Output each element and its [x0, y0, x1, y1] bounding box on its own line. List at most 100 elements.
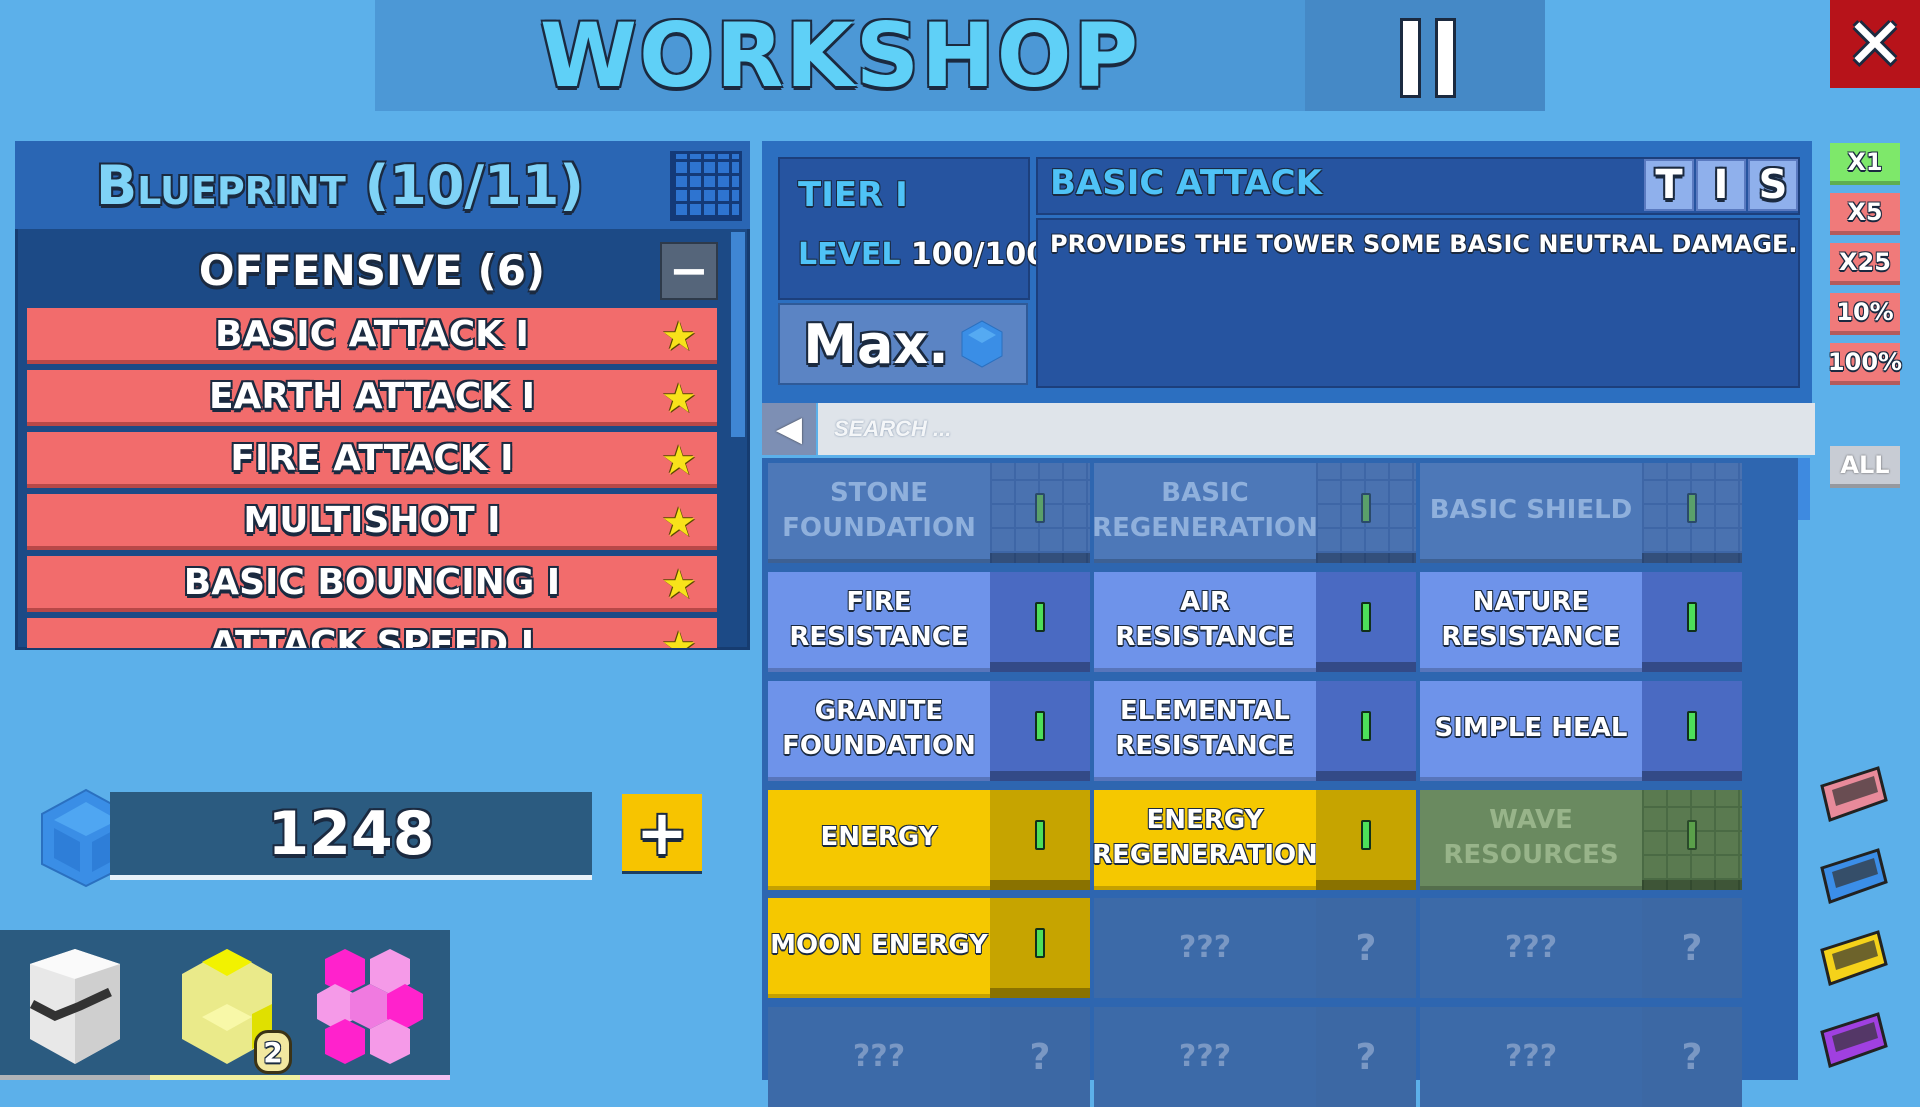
- max-label: Max.: [803, 312, 949, 376]
- add-currency-button[interactable]: +: [622, 794, 702, 874]
- upgrade-level: [1642, 572, 1742, 672]
- upgrade-cell[interactable]: ENERGY: [768, 790, 1090, 890]
- tab-i[interactable]: I: [1696, 159, 1746, 211]
- upgrade-label: SIMPLE HEAL: [1420, 681, 1642, 781]
- description-box: [1036, 218, 1800, 388]
- pause-button[interactable]: [1305, 0, 1545, 111]
- upgrade-label: ???: [1094, 1007, 1316, 1107]
- blueprint-item-label: FIRE ATTACK I: [230, 437, 514, 479]
- upgrade-label: WAVE RESOURCES: [1420, 790, 1642, 890]
- upgrade-cell[interactable]: ????: [1094, 898, 1416, 998]
- tier-label: TIER I: [798, 175, 908, 215]
- arrow-left-icon: ◀: [775, 409, 803, 449]
- chip-yellow-icon[interactable]: [1818, 926, 1890, 992]
- upgrade-cell[interactable]: STONE FOUNDATION: [768, 463, 1090, 563]
- chip-pink-icon[interactable]: [1818, 762, 1890, 828]
- multiplier-button[interactable]: 10%: [1830, 293, 1900, 335]
- upgrade-cell[interactable]: ENERGY REGENERATION: [1092, 790, 1416, 890]
- back-button[interactable]: ◀: [762, 403, 816, 455]
- upgrade-label: BASIC REGENERATION: [1092, 463, 1318, 563]
- blueprint-header: [15, 141, 750, 229]
- level-bar-icon: [1687, 493, 1697, 523]
- upgrade-cell[interactable]: SIMPLE HEAL: [1420, 681, 1742, 781]
- upgrade-cell[interactable]: BASIC SHIELD: [1420, 463, 1742, 563]
- upgrade-cell[interactable]: ELEMENTAL RESISTANCE: [1094, 681, 1416, 781]
- upgrade-cell[interactable]: ????: [1094, 1007, 1416, 1107]
- blueprint-item-label: BASIC ATTACK I: [215, 313, 529, 355]
- chip-blue-icon[interactable]: [1818, 844, 1890, 910]
- upgrade-label: GRANITE FOUNDATION: [768, 681, 990, 781]
- upgrade-label: BASIC SHIELD: [1420, 463, 1642, 563]
- level-bar-icon: [1687, 602, 1697, 632]
- collapse-button[interactable]: −: [660, 242, 718, 300]
- search-input[interactable]: [818, 403, 1815, 455]
- blueprint-item[interactable]: ATTACK SPEED I ★: [27, 618, 717, 648]
- category-header: OFFENSIVE (6): [198, 245, 546, 295]
- star-icon[interactable]: ★: [661, 624, 697, 648]
- tab-indicator: [150, 1075, 300, 1080]
- upgrade-level: [990, 572, 1090, 672]
- grid-scrollbar[interactable]: [1798, 458, 1810, 520]
- upgrade-cell[interactable]: WAVE RESOURCES: [1420, 790, 1742, 890]
- upgrade-label: ELEMENTAL RESISTANCE: [1094, 681, 1316, 781]
- blueprint-item[interactable]: FIRE ATTACK I ★: [27, 432, 717, 488]
- upgrade-level: [990, 898, 1090, 998]
- star-icon[interactable]: ★: [661, 500, 697, 546]
- pause-icon[interactable]: [1400, 18, 1456, 98]
- multiplier-button[interactable]: X25: [1830, 243, 1900, 285]
- filter-all-button[interactable]: ALL: [1830, 446, 1900, 488]
- tab-s[interactable]: S: [1748, 159, 1798, 211]
- upgrade-label: ???: [1420, 898, 1642, 998]
- upgrade-label: NATURE RESISTANCE: [1420, 572, 1642, 672]
- blueprint-item[interactable]: EARTH ATTACK I ★: [27, 370, 717, 426]
- upgrade-cell[interactable]: BASIC REGENERATION: [1092, 463, 1416, 563]
- upgrade-level: [990, 790, 1090, 890]
- count-badge: 2: [254, 1030, 292, 1074]
- upgrade-level: [1642, 790, 1742, 890]
- upgrade-level: ?: [990, 1007, 1090, 1107]
- star-icon[interactable]: ★: [661, 376, 697, 422]
- upgrade-label: MOON ENERGY: [768, 898, 990, 998]
- upgrade-level: ?: [1642, 898, 1742, 998]
- upgrade-label: ENERGY: [768, 790, 990, 890]
- upgrade-level: [1316, 790, 1416, 890]
- max-button[interactable]: Max.: [778, 303, 1028, 385]
- pink-hex-icon[interactable]: [315, 944, 425, 1069]
- upgrade-cell[interactable]: AIR RESISTANCE: [1094, 572, 1416, 672]
- scrollbar[interactable]: [731, 232, 745, 437]
- level-bar-icon: [1035, 602, 1045, 632]
- upgrade-level: ?: [1642, 1007, 1742, 1107]
- upgrade-cell[interactable]: GRANITE FOUNDATION: [768, 681, 1090, 781]
- chip-purple-icon[interactable]: [1818, 1008, 1890, 1074]
- level-bar-icon: [1361, 602, 1371, 632]
- white-block-icon[interactable]: [20, 944, 130, 1069]
- upgrade-cell[interactable]: MOON ENERGY: [768, 898, 1090, 998]
- blueprint-item-label: BASIC BOUNCING I: [183, 561, 561, 603]
- grid-view-icon[interactable]: [670, 151, 742, 221]
- upgrade-level: [1316, 572, 1416, 672]
- upgrade-label: ENERGY REGENERATION: [1092, 790, 1318, 890]
- star-icon[interactable]: ★: [661, 562, 697, 608]
- blueprint-title: Blueprint (10/11): [96, 153, 584, 217]
- upgrade-cell[interactable]: FIRE RESISTANCE: [768, 572, 1090, 672]
- multiplier-button[interactable]: 100%: [1828, 343, 1902, 385]
- upgrade-cell[interactable]: ????: [1420, 898, 1742, 998]
- blueprint-item[interactable]: BASIC BOUNCING I ★: [27, 556, 717, 612]
- upgrade-cell[interactable]: ????: [1420, 1007, 1742, 1107]
- level-bar-icon: [1035, 820, 1045, 850]
- blueprint-item[interactable]: BASIC ATTACK I ★: [27, 308, 717, 364]
- upgrade-cell[interactable]: NATURE RESISTANCE: [1420, 572, 1742, 672]
- tab-t[interactable]: T: [1644, 159, 1694, 211]
- multiplier-button[interactable]: X1: [1830, 143, 1900, 185]
- close-icon: ✕: [1845, 3, 1905, 85]
- upgrade-cell[interactable]: ????: [768, 1007, 1090, 1107]
- close-button[interactable]: ✕: [1830, 0, 1920, 88]
- blueprint-item-label: EARTH ATTACK I: [208, 375, 536, 417]
- blueprint-item[interactable]: MULTISHOT I ★: [27, 494, 717, 550]
- star-icon[interactable]: ★: [661, 438, 697, 484]
- star-icon[interactable]: ★: [661, 314, 697, 360]
- inventory-bar: [0, 930, 450, 1080]
- level-bar-icon: [1035, 711, 1045, 741]
- multiplier-button[interactable]: X5: [1830, 193, 1900, 235]
- level-bar-icon: [1035, 493, 1045, 523]
